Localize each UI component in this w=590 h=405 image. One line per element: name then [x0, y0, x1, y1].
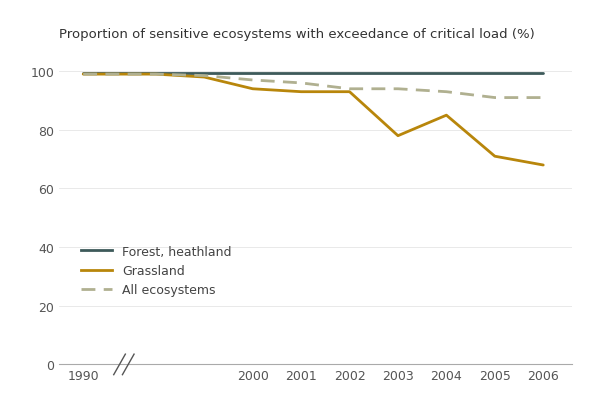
- Legend: Forest, heathland, Grassland, All ecosystems: Forest, heathland, Grassland, All ecosys…: [76, 240, 236, 301]
- Text: Proportion of sensitive ecosystems with exceedance of critical load (%): Proportion of sensitive ecosystems with …: [59, 28, 535, 40]
